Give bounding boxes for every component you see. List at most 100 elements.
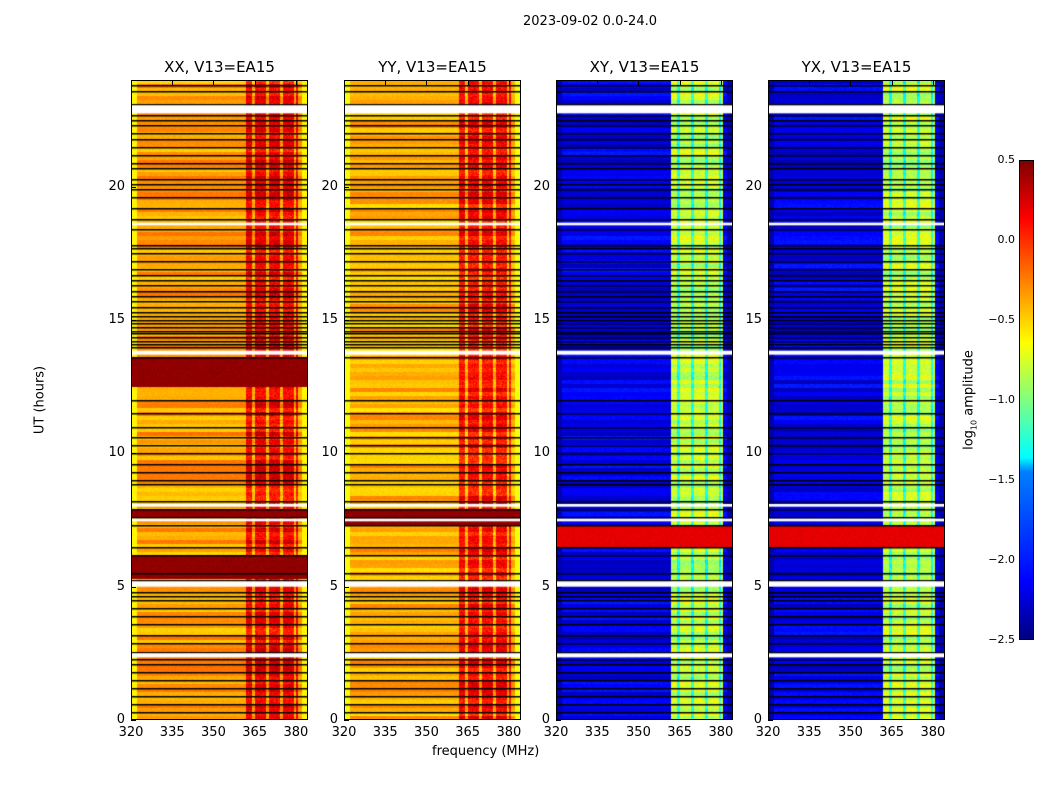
y-tick-label: 15 <box>108 312 125 327</box>
y-tick <box>131 320 136 321</box>
x-axis-label: frequency (MHz) <box>432 744 540 759</box>
x-tick-label: 380 <box>496 725 522 740</box>
colorbar-tick-label: −0.5 <box>988 313 1015 326</box>
y-tick <box>131 586 136 588</box>
y-tick-label: 5 <box>753 578 762 594</box>
y-tick <box>344 453 349 455</box>
y-tick <box>556 453 561 455</box>
x-tick-label: 335 <box>159 725 185 740</box>
colorbar-tick-label: −2.5 <box>988 633 1015 646</box>
x-tick-label: 320 <box>543 725 569 740</box>
x-tick <box>809 80 811 85</box>
heatmap-image <box>556 80 733 720</box>
y-tick-label: 0 <box>541 712 550 727</box>
panel-title: XY, V13=EA15 <box>589 58 700 76</box>
colorbar-tick-label: −1.0 <box>988 393 1015 406</box>
y-tick-label: 5 <box>116 578 125 594</box>
y-tick <box>131 186 136 188</box>
colorbar-tick-label: −2.0 <box>988 553 1015 566</box>
colorbar-tick-label: 0.5 <box>997 153 1016 166</box>
panel-title: YY, V13=EA15 <box>378 58 487 76</box>
x-tick <box>768 80 769 85</box>
y-tick-label: 20 <box>745 178 762 194</box>
x-tick-label: 335 <box>796 725 822 740</box>
heatmap-image <box>768 80 945 720</box>
y-tick <box>344 186 349 188</box>
x-tick <box>679 80 681 85</box>
colorbar-tick-label: 0.0 <box>997 233 1016 246</box>
y-tick <box>768 586 773 588</box>
x-tick-label: 350 <box>838 725 863 740</box>
y-tick-label: 10 <box>533 445 550 461</box>
x-tick <box>850 80 852 85</box>
figure-title: 2023-09-02 0.0-24.0 <box>523 14 657 29</box>
x-tick-label: 320 <box>331 725 357 740</box>
y-tick-label: 15 <box>745 312 762 327</box>
y-tick-label: 20 <box>533 178 550 194</box>
x-tick-label: 380 <box>920 725 946 740</box>
x-tick <box>426 80 428 85</box>
y-tick-label: 15 <box>321 312 338 327</box>
y-tick-label: 5 <box>329 578 338 594</box>
y-tick-label: 20 <box>108 178 125 194</box>
x-tick <box>720 80 722 85</box>
x-tick-label: 380 <box>708 725 734 740</box>
y-tick <box>768 320 773 321</box>
colorbar-label-prefix: log <box>961 430 977 450</box>
x-tick-label: 335 <box>584 725 610 740</box>
y-tick <box>344 586 349 588</box>
panel-title: YX, V13=EA15 <box>801 58 912 76</box>
colorbar <box>1019 160 1034 640</box>
y-tick <box>344 320 349 321</box>
x-tick-label: 350 <box>414 725 439 740</box>
heatmap-image <box>344 80 521 720</box>
heatmap-panel-0: XX, V13=EA15 0 5 10 15 20 320 335 350 365 380 <box>108 58 308 740</box>
x-tick-label: 365 <box>455 725 481 740</box>
colorbar-label-suffix: amplitude <box>961 350 977 420</box>
x-tick <box>131 80 132 85</box>
x-tick-label: 350 <box>626 725 651 740</box>
heatmap-panel-2: XY, V13=EA15 0 5 10 15 20 320 335 350 365 380 <box>533 58 733 740</box>
x-tick <box>254 80 256 85</box>
y-tick <box>556 720 561 721</box>
x-tick <box>891 80 893 85</box>
x-tick <box>932 80 934 85</box>
y-tick-label: 0 <box>329 712 338 727</box>
x-tick-label: 365 <box>667 725 693 740</box>
x-tick-label: 320 <box>755 725 781 740</box>
heatmap-image <box>131 80 308 720</box>
x-tick-label: 335 <box>372 725 398 740</box>
colorbar-label: log10 amplitude <box>962 350 979 450</box>
y-tick-label: 10 <box>745 445 762 461</box>
y-tick-label: 20 <box>321 178 338 194</box>
heatmap-panel-3: YX, V13=EA15 0 5 10 15 20 320 335 350 365 380 <box>745 58 945 740</box>
y-tick-label: 5 <box>541 578 550 594</box>
x-tick <box>213 80 215 85</box>
x-tick <box>385 80 387 85</box>
x-tick <box>295 80 297 85</box>
y-tick <box>556 186 561 188</box>
x-tick <box>508 80 510 85</box>
y-tick <box>768 186 773 188</box>
y-tick <box>131 453 136 455</box>
x-tick-label: 365 <box>879 725 905 740</box>
y-tick-label: 0 <box>753 712 762 727</box>
colorbar-tick-label: −1.5 <box>988 473 1015 486</box>
panel-title: XX, V13=EA15 <box>164 58 275 76</box>
y-tick-label: 10 <box>108 445 125 461</box>
y-tick-label: 0 <box>116 712 125 727</box>
x-tick-label: 380 <box>283 725 309 740</box>
x-tick-label: 350 <box>201 725 226 740</box>
y-tick <box>768 453 773 455</box>
x-tick <box>638 80 640 85</box>
heatmap-panel-1: YY, V13=EA15 0 5 10 15 20 320 335 350 365 380 <box>321 58 521 740</box>
y-tick <box>556 320 561 321</box>
x-tick <box>172 80 174 85</box>
x-tick-label: 365 <box>242 725 268 740</box>
y-tick <box>556 586 561 588</box>
y-tick <box>768 720 773 721</box>
y-tick <box>344 720 349 721</box>
x-tick <box>556 80 557 85</box>
y-tick-label: 10 <box>321 445 338 461</box>
y-tick <box>131 720 136 721</box>
